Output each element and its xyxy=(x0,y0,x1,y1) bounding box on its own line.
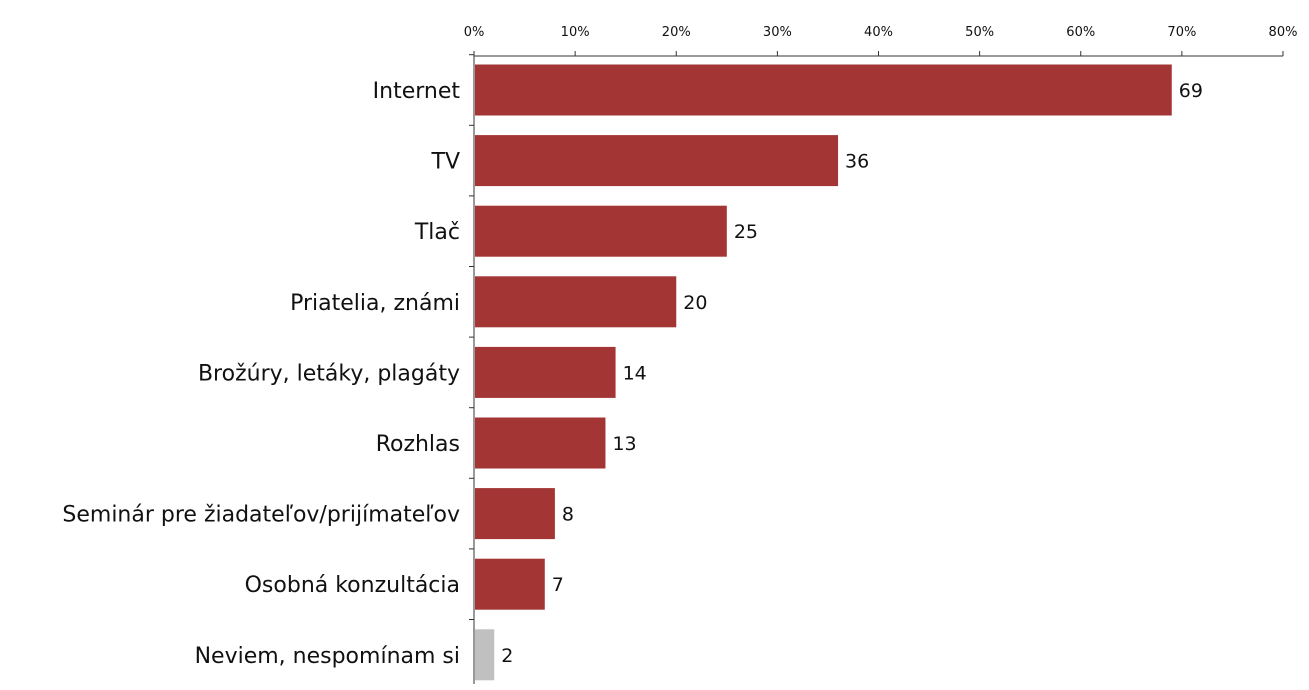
category-label: Brožúry, letáky, plagáty xyxy=(198,361,460,386)
bar xyxy=(475,276,677,328)
category-label: Internet xyxy=(373,79,461,104)
bar xyxy=(475,417,606,469)
bar xyxy=(475,346,616,398)
data-label: 7 xyxy=(552,574,564,596)
data-label: 2 xyxy=(501,645,513,667)
data-label: 8 xyxy=(562,504,574,526)
category-label: TV xyxy=(431,150,461,175)
bar xyxy=(475,64,1172,116)
x-tick-label: 80% xyxy=(1269,25,1298,40)
bar xyxy=(475,135,839,187)
data-label: 13 xyxy=(612,433,636,455)
data-label: 25 xyxy=(734,221,758,243)
category-label: Seminár pre žiadateľov/prijímateľov xyxy=(62,503,460,528)
data-label: 36 xyxy=(845,151,869,173)
x-tick-label: 20% xyxy=(662,25,691,40)
data-label: 20 xyxy=(683,292,707,314)
bar xyxy=(475,205,727,257)
x-tick-label: 70% xyxy=(1167,25,1196,40)
data-label: 14 xyxy=(623,362,647,384)
x-tick-label: 40% xyxy=(864,25,893,40)
category-label: Neviem, nespomínam si xyxy=(195,644,460,669)
bar xyxy=(475,629,495,681)
bar xyxy=(475,488,555,540)
category-label: Priatelia, známi xyxy=(290,291,460,316)
x-tick-label: 60% xyxy=(1066,25,1095,40)
bar xyxy=(475,558,545,610)
category-label: Tlač xyxy=(414,220,460,245)
x-tick-label: 10% xyxy=(561,25,590,40)
category-label: Rozhlas xyxy=(376,432,460,457)
data-label: 69 xyxy=(1179,80,1203,102)
x-tick-label: 50% xyxy=(965,25,994,40)
x-tick-label: 30% xyxy=(763,25,792,40)
x-tick-label: 0% xyxy=(464,25,485,40)
category-label: Osobná konzultácia xyxy=(245,573,460,598)
